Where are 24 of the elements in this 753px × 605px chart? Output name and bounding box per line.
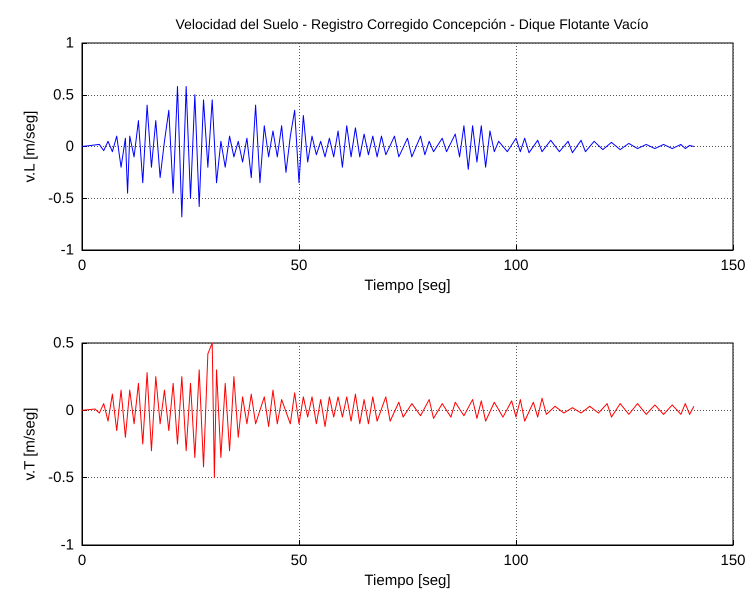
chart-title: Velocidad del Suelo - Registro Corregido Concepción - Dique Flotante Vacío [176,16,649,32]
x-tick-label: 0 [78,257,86,274]
y-tick-label: -1 [60,536,74,554]
x-tick-label: 50 [290,552,308,569]
y-tick-label: -0.5 [48,469,74,486]
line-series [82,86,694,218]
x-tick-label: 150 [720,257,746,274]
y-tick-label: -0.5 [48,190,74,207]
x-axis-title: Tiempo [seg] [364,572,451,589]
y-tick-label: 0 [66,138,74,155]
x-axis-title: Tiempo [seg] [364,276,451,294]
x-tick-label: 150 [720,552,746,569]
y-tick-label: 0.5 [53,334,74,352]
y-tick-label: 0.5 [53,86,74,104]
x-tick-label: 100 [503,257,529,274]
y-axis-title: v.T [m/seg] [21,408,38,480]
y-axis-title: v.L [m/seg] [21,110,38,182]
y-tick-label: -1 [60,242,74,258]
x-tick-label: 0 [78,552,86,569]
y-tick-label: 0 [66,402,74,419]
y-tick-label: 1 [66,34,74,52]
x-tick-label: 50 [290,257,308,274]
x-tick-label: 100 [503,552,529,569]
line-series [82,342,694,478]
